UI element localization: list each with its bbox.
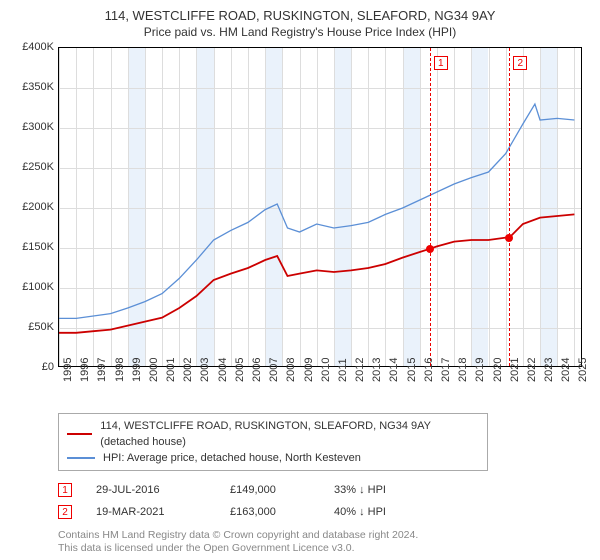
x-axis-label: 2017: [440, 358, 452, 382]
x-axis-label: 2014: [388, 358, 400, 382]
x-axis-label: 2018: [457, 358, 469, 382]
chart-subtitle: Price paid vs. HM Land Registry's House …: [16, 25, 584, 39]
y-axis-label: £50K: [28, 321, 54, 333]
x-axis-label: 2024: [560, 358, 572, 382]
sale-pct: 33% ↓ HPI: [334, 479, 454, 501]
marker-box: 2: [513, 56, 527, 70]
legend-swatch-hpi: [67, 457, 95, 459]
x-axis-label: 2000: [148, 358, 160, 382]
y-axis-label: £200K: [22, 201, 54, 213]
x-axis-label: 1996: [79, 358, 91, 382]
sales-table: 1 29-JUL-2016 £149,000 33% ↓ HPI 2 19-MA…: [58, 479, 584, 523]
x-axis-label: 2025: [577, 358, 589, 382]
x-axis-label: 2005: [234, 358, 246, 382]
x-axis-label: 2020: [492, 358, 504, 382]
sale-pct: 40% ↓ HPI: [334, 501, 454, 523]
x-axis-label: 2010: [320, 358, 332, 382]
x-axis-label: 1999: [131, 358, 143, 382]
sale-marker-1: 1: [58, 483, 72, 497]
sale-row: 1 29-JUL-2016 £149,000 33% ↓ HPI: [58, 479, 584, 501]
y-axis-label: £300K: [22, 121, 54, 133]
footer-attribution: Contains HM Land Registry data © Crown c…: [58, 529, 584, 555]
marker-box: 1: [434, 56, 448, 70]
x-axis-label: 2007: [268, 358, 280, 382]
y-axis-label: £100K: [22, 281, 54, 293]
x-axis-label: 1997: [96, 358, 108, 382]
sale-row: 2 19-MAR-2021 £163,000 40% ↓ HPI: [58, 501, 584, 523]
x-axis-label: 2001: [165, 358, 177, 382]
chart-area: £0£50K£100K£150K£200K£250K£300K£350K£400…: [16, 47, 584, 407]
x-axis-label: 2009: [303, 358, 315, 382]
sale-marker-2: 2: [58, 505, 72, 519]
x-axis-label: 2019: [474, 358, 486, 382]
x-axis-label: 2021: [509, 358, 521, 382]
sale-date: 19-MAR-2021: [96, 501, 206, 523]
x-axis-label: 2002: [182, 358, 194, 382]
y-axis-label: £150K: [22, 241, 54, 253]
chart-lines: [59, 48, 583, 368]
x-axis-label: 2003: [199, 358, 211, 382]
x-axis-label: 2008: [285, 358, 297, 382]
x-axis-label: 2023: [543, 358, 555, 382]
y-axis-label: £400K: [22, 41, 54, 53]
x-axis-label: 2015: [406, 358, 418, 382]
legend-label-hpi: HPI: Average price, detached house, Nort…: [103, 450, 361, 466]
legend-swatch-property: [67, 433, 92, 435]
x-axis-label: 1998: [114, 358, 126, 382]
y-axis-label: £250K: [22, 161, 54, 173]
x-axis-label: 2011: [337, 358, 349, 382]
x-axis-label: 1995: [62, 358, 74, 382]
marker-dot: [426, 245, 434, 253]
sale-price: £149,000: [230, 479, 310, 501]
y-axis-label: £0: [42, 361, 54, 373]
legend-label-property: 114, WESTCLIFFE ROAD, RUSKINGTON, SLEAFO…: [100, 418, 479, 450]
y-axis-label: £350K: [22, 81, 54, 93]
x-axis-label: 2012: [354, 358, 366, 382]
x-axis-label: 2013: [371, 358, 383, 382]
plot-area: 12: [58, 47, 582, 367]
x-axis-label: 2006: [251, 358, 263, 382]
sale-price: £163,000: [230, 501, 310, 523]
x-axis-label: 2022: [526, 358, 538, 382]
chart-title: 114, WESTCLIFFE ROAD, RUSKINGTON, SLEAFO…: [16, 8, 584, 23]
marker-dot: [505, 234, 513, 242]
x-axis-label: 2004: [217, 358, 229, 382]
sale-date: 29-JUL-2016: [96, 479, 206, 501]
legend: 114, WESTCLIFFE ROAD, RUSKINGTON, SLEAFO…: [58, 413, 488, 471]
x-axis-label: 2016: [423, 358, 435, 382]
